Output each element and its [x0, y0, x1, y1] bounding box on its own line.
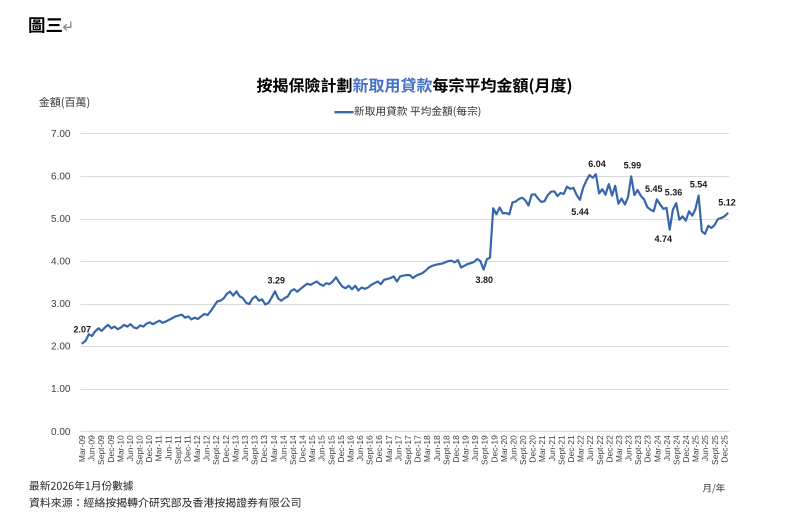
- svg-text:Sept-09: Sept-09: [96, 435, 106, 465]
- svg-text:5.45: 5.45: [645, 184, 663, 194]
- svg-text:Jun-16: Jun-16: [355, 435, 365, 461]
- svg-text:Mar-16: Mar-16: [346, 435, 356, 462]
- svg-text:Jun-11: Jun-11: [163, 435, 173, 461]
- svg-text:5.12: 5.12: [718, 198, 736, 208]
- svg-text:Mar-25: Mar-25: [691, 435, 701, 462]
- svg-text:Mar-12: Mar-12: [192, 435, 202, 462]
- svg-text:Mar-23: Mar-23: [614, 435, 624, 462]
- svg-text:0.00: 0.00: [51, 427, 71, 438]
- svg-text:Jun-10: Jun-10: [125, 435, 135, 461]
- svg-text:3.80: 3.80: [476, 275, 494, 285]
- svg-text:Jun-15: Jun-15: [317, 435, 327, 461]
- svg-text:Sept-17: Sept-17: [403, 435, 413, 465]
- svg-text:Dec-22: Dec-22: [604, 435, 614, 463]
- svg-text:Mar-19: Mar-19: [461, 435, 471, 462]
- svg-text:Jun-18: Jun-18: [432, 435, 442, 461]
- svg-text:Dec-12: Dec-12: [221, 435, 231, 463]
- svg-text:Mar-17: Mar-17: [384, 435, 394, 462]
- svg-text:Jun-13: Jun-13: [240, 435, 250, 461]
- svg-text:4.74: 4.74: [655, 234, 673, 244]
- svg-text:Jun-22: Jun-22: [585, 435, 595, 461]
- svg-text:Sept-10: Sept-10: [135, 435, 145, 465]
- svg-text:Dec-23: Dec-23: [643, 435, 653, 463]
- svg-text:Dec-13: Dec-13: [259, 435, 269, 463]
- svg-text:Sept-21: Sept-21: [556, 435, 566, 465]
- svg-text:Mar-21: Mar-21: [537, 435, 547, 462]
- svg-text:Sept-19: Sept-19: [480, 435, 490, 465]
- svg-text:Sept-23: Sept-23: [633, 435, 643, 465]
- svg-text:6.00: 6.00: [51, 172, 71, 183]
- svg-text:Dec-15: Dec-15: [336, 435, 346, 463]
- svg-text:Dec-18: Dec-18: [451, 435, 461, 463]
- svg-text:Jun-14: Jun-14: [278, 435, 288, 461]
- svg-text:Mar-24: Mar-24: [652, 435, 662, 462]
- svg-text:6.04: 6.04: [588, 159, 606, 169]
- svg-text:Dec-14: Dec-14: [298, 435, 308, 463]
- svg-text:Dec-19: Dec-19: [489, 435, 499, 463]
- svg-text:Jun-21: Jun-21: [547, 435, 557, 461]
- svg-text:Dec-10: Dec-10: [144, 435, 154, 463]
- svg-text:Mar-09: Mar-09: [77, 435, 87, 462]
- svg-text:Mar-10: Mar-10: [115, 435, 125, 462]
- svg-text:Sept-18: Sept-18: [441, 435, 451, 465]
- svg-text:Sept-25: Sept-25: [710, 435, 720, 465]
- svg-text:5.00: 5.00: [51, 214, 71, 225]
- svg-text:Jun-25: Jun-25: [700, 435, 710, 461]
- svg-text:Mar-11: Mar-11: [154, 435, 164, 462]
- svg-text:Jun-12: Jun-12: [202, 435, 212, 461]
- svg-text:Jun-20: Jun-20: [509, 435, 519, 461]
- svg-text:Sept-20: Sept-20: [518, 435, 528, 465]
- svg-text:Sept-14: Sept-14: [288, 435, 298, 465]
- svg-text:Sept-22: Sept-22: [595, 435, 605, 465]
- svg-text:Dec-09: Dec-09: [106, 435, 116, 463]
- svg-text:Jun-17: Jun-17: [393, 435, 403, 461]
- svg-text:Sept-11: Sept-11: [173, 435, 183, 464]
- svg-text:Mar-14: Mar-14: [269, 435, 279, 462]
- svg-text:Dec-25: Dec-25: [719, 435, 729, 463]
- svg-text:Sept-24: Sept-24: [672, 435, 682, 465]
- svg-text:Dec-17: Dec-17: [413, 435, 423, 463]
- svg-text:Sept-13: Sept-13: [250, 435, 260, 465]
- svg-text:5.99: 5.99: [624, 160, 642, 170]
- svg-text:5.44: 5.44: [571, 207, 589, 217]
- svg-text:Jun-09: Jun-09: [87, 435, 97, 461]
- svg-text:4.00: 4.00: [51, 257, 71, 268]
- svg-text:Mar-20: Mar-20: [499, 435, 509, 462]
- svg-text:Sept-12: Sept-12: [211, 435, 221, 465]
- svg-text:5.54: 5.54: [690, 180, 708, 190]
- svg-text:Dec-11: Dec-11: [183, 435, 193, 462]
- svg-text:Mar-15: Mar-15: [307, 435, 317, 462]
- svg-text:2.00: 2.00: [51, 342, 71, 353]
- svg-text:Jun-23: Jun-23: [624, 435, 634, 461]
- svg-text:Jun-24: Jun-24: [662, 435, 672, 461]
- svg-text:1.00: 1.00: [51, 384, 71, 395]
- svg-text:7.00: 7.00: [51, 129, 71, 140]
- svg-text:Sept-15: Sept-15: [326, 435, 336, 465]
- svg-text:Dec-24: Dec-24: [681, 435, 691, 463]
- svg-text:5.36: 5.36: [665, 187, 683, 197]
- svg-text:Mar-18: Mar-18: [422, 435, 432, 462]
- svg-text:Dec-21: Dec-21: [566, 435, 576, 463]
- svg-text:Dec-16: Dec-16: [374, 435, 384, 463]
- svg-text:3.29: 3.29: [268, 275, 286, 285]
- svg-text:Jun-19: Jun-19: [470, 435, 480, 461]
- svg-text:Dec-20: Dec-20: [528, 435, 538, 463]
- svg-text:3.00: 3.00: [51, 299, 71, 310]
- svg-text:2.07: 2.07: [74, 325, 92, 335]
- svg-text:Mar-13: Mar-13: [230, 435, 240, 462]
- svg-text:Sept-16: Sept-16: [365, 435, 375, 465]
- svg-text:Mar-22: Mar-22: [576, 435, 586, 462]
